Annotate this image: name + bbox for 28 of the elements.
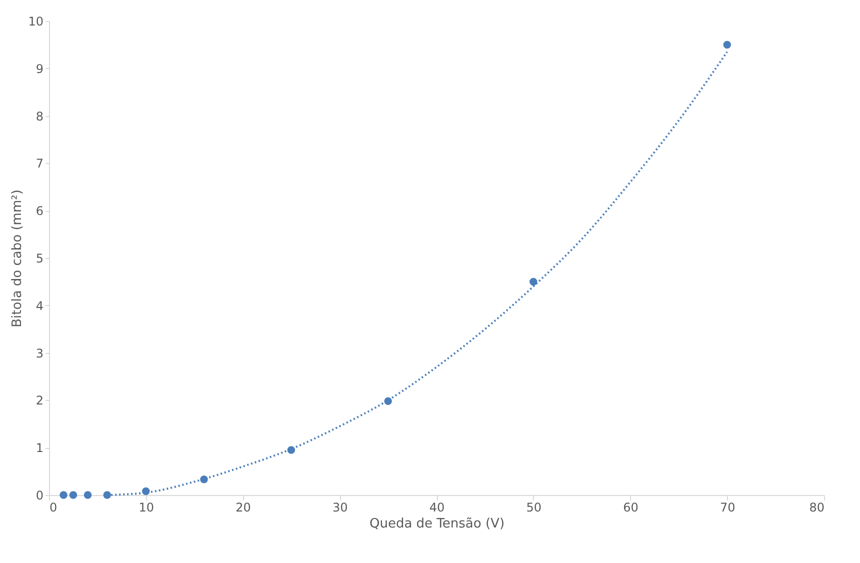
y-tick-label: 0 — [36, 488, 44, 502]
point — [84, 491, 92, 499]
y-tick-label: 9 — [36, 62, 44, 76]
x-tick-label: 60 — [623, 500, 638, 514]
x-tick-label: 20 — [236, 500, 251, 514]
y-tick-label: 8 — [36, 109, 44, 124]
x-tick-label: 10 — [138, 500, 154, 514]
y-tick-label: 3 — [36, 346, 44, 360]
y-tick-label: 6 — [36, 204, 44, 218]
y-axis-title: Bitola do cabo (mm²) — [10, 190, 26, 328]
x-tick-label: 50 — [526, 500, 542, 514]
y-tick-label: 7 — [36, 156, 44, 171]
point — [69, 491, 78, 499]
y-tick-label: 5 — [36, 252, 44, 266]
x-tick-label: 30 — [332, 500, 348, 514]
x-tick-label: 40 — [429, 500, 445, 514]
x-tick-label: 80 — [809, 500, 824, 514]
point — [530, 278, 538, 286]
x-tick-label: 0 — [50, 500, 58, 514]
x-axis-title: Queda de Tensão (V) — [369, 516, 505, 532]
point — [723, 40, 731, 49]
y-tick-label: 4 — [36, 298, 44, 313]
y-tick-label: 1 — [36, 441, 44, 456]
point — [60, 491, 68, 499]
x-tick-label: 70 — [720, 500, 736, 514]
y-tick-label: 2 — [36, 394, 44, 408]
y-tick-label: 10 — [28, 14, 44, 28]
point — [103, 491, 111, 499]
